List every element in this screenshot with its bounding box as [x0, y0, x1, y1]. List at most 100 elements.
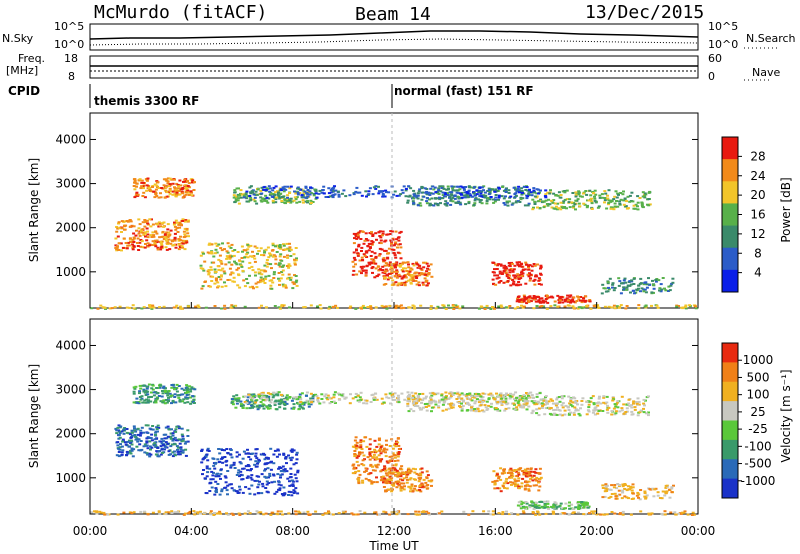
- vel-echo-cell: [326, 394, 330, 397]
- vel-echo-cell: [169, 453, 173, 456]
- power-echo-cell: [217, 268, 221, 271]
- power-echo-cell: [131, 304, 135, 307]
- power-echo-cell: [357, 231, 361, 234]
- power-echo-cell: [260, 200, 264, 203]
- vel-echo-cell: [391, 464, 395, 467]
- power-echo-cell: [108, 307, 112, 310]
- power-echo-cell: [241, 250, 244, 253]
- power-echo-cell: [168, 187, 172, 190]
- power-echo-cell: [648, 283, 652, 286]
- vel-echo-cell: [613, 403, 617, 406]
- power-echo-cell: [173, 178, 176, 181]
- power-echo-cell: [637, 304, 641, 307]
- vel-echo-cell: [177, 396, 181, 399]
- vel-echo-cell: [621, 485, 625, 488]
- vel-echo-cell: [635, 402, 639, 405]
- vel-echo-cell: [636, 414, 640, 417]
- vel-echo-cell: [514, 391, 518, 394]
- vel-echo-cell: [252, 394, 256, 397]
- power-echo-cell: [556, 305, 560, 308]
- vel-echo-cell: [527, 396, 531, 399]
- power-echo-cell: [397, 273, 401, 276]
- power-echo-cell: [572, 306, 576, 309]
- vel-echo-cell: [379, 448, 382, 450]
- power-echo-cell: [304, 196, 308, 199]
- vel-echo-cell: [257, 492, 261, 495]
- power-echo-cell: [355, 273, 359, 276]
- power-echo-cell: [173, 232, 177, 235]
- vel-echo-cell: [291, 485, 295, 487]
- vel-echo-cell: [493, 481, 497, 484]
- vel-echo-cell: [224, 476, 228, 479]
- power-echo-cell: [474, 194, 478, 197]
- vel-echo-cell: [626, 488, 630, 491]
- power-echo-cell: [493, 200, 497, 203]
- power-echo-cell: [553, 304, 557, 307]
- vel-echo-cell: [284, 457, 288, 460]
- vel-echo-cell: [333, 391, 337, 394]
- power-echo-cell: [146, 242, 150, 245]
- vel-echo-cell: [380, 478, 384, 481]
- vel-echo-cell: [638, 498, 642, 501]
- power-echo-cell: [598, 196, 602, 199]
- vel-echo-cell: [238, 485, 241, 488]
- power-echo-cell: [410, 268, 414, 271]
- power-echo-cell: [332, 190, 336, 193]
- power-echo-cell: [426, 265, 430, 268]
- power-echo-cell: [479, 192, 483, 195]
- vel-echo-cell: [157, 450, 161, 453]
- vel-echo-cell: [538, 501, 542, 503]
- vel-echo-cell: [388, 480, 392, 483]
- vel-echo-cell: [396, 482, 400, 485]
- nsearch-tick-top: 10^5: [708, 20, 739, 33]
- vel-echo-cell: [289, 459, 293, 462]
- power-echo-cell: [117, 222, 120, 225]
- power-echo-cell: [215, 251, 219, 254]
- vel-echo-cell: [396, 473, 400, 476]
- vel-echo-cell: [497, 395, 500, 398]
- power-echo-cell: [243, 256, 246, 259]
- power-echo-cell: [422, 195, 426, 198]
- power-echo-cell: [177, 239, 181, 242]
- power-echo-cell: [470, 195, 474, 198]
- power-echo-cell: [403, 274, 407, 276]
- vel-echo-cell: [537, 414, 541, 417]
- power-echo-cell: [434, 197, 438, 200]
- vel-echo-cell: [241, 404, 245, 407]
- vel-echo-cell: [164, 391, 168, 394]
- power-echo-cell: [181, 196, 185, 199]
- power-echo-cell: [677, 305, 680, 307]
- power-echo-cell: [264, 275, 268, 278]
- vel-echo-cell: [411, 394, 415, 397]
- power-echo-cell: [242, 249, 246, 252]
- power-echo-cell: [527, 275, 531, 278]
- vel-echo-cell: [568, 501, 571, 504]
- vel-echo-cell: [422, 478, 426, 481]
- power-echo-cell: [259, 199, 263, 202]
- power-echo-cell: [380, 190, 384, 193]
- vel-echo-cell: [354, 447, 358, 450]
- vel-echo-cell: [450, 391, 454, 394]
- power-echo-cell: [453, 194, 457, 197]
- power-echo-cell: [447, 187, 450, 190]
- vel-echo-cell: [616, 483, 620, 485]
- power-echo-cell: [238, 194, 242, 197]
- vel-echo-cell: [553, 504, 557, 507]
- vel-echo-cell: [216, 458, 220, 461]
- power-echo-cell: [178, 226, 182, 229]
- vel-echo-cell: [216, 472, 220, 475]
- power-echo-cell: [539, 198, 543, 201]
- power-echo-cell: [175, 226, 179, 229]
- power-echo-cell: [181, 239, 185, 242]
- vel-echo-cell: [134, 385, 138, 388]
- vel-echo-cell: [491, 480, 495, 483]
- power-echo-cell: [401, 269, 404, 272]
- power-echo-cell: [185, 239, 189, 242]
- vel-echo-cell: [361, 459, 365, 462]
- vel-echo-cell: [282, 470, 286, 473]
- vel-echo-cell: [276, 473, 280, 476]
- power-echo-cell: [416, 197, 420, 200]
- power-echo-cell: [281, 273, 285, 276]
- power-echo-cell: [553, 207, 557, 210]
- vel-echo-cell: [572, 411, 576, 414]
